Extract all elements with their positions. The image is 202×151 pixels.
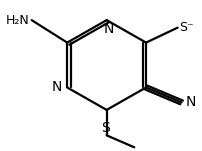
Text: H₂N: H₂N: [6, 14, 30, 27]
Text: S: S: [101, 121, 110, 135]
Text: N: N: [52, 80, 62, 95]
Text: N: N: [185, 95, 196, 109]
Text: N: N: [103, 22, 114, 36]
Text: S⁻: S⁻: [180, 21, 194, 34]
